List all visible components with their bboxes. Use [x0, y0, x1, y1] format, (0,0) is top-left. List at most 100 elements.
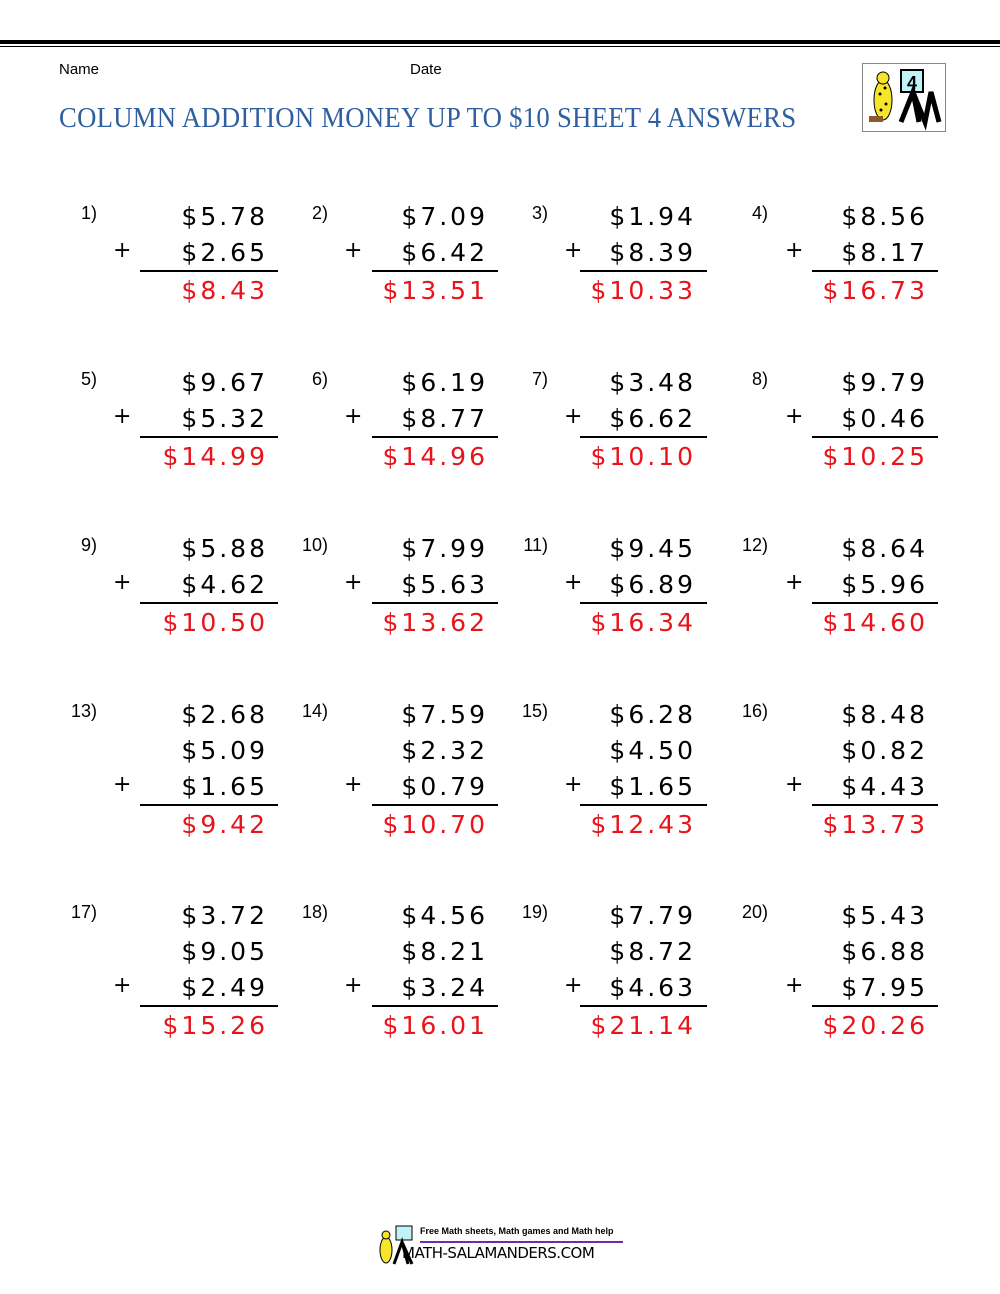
- addend: $9.67: [181, 368, 268, 397]
- answer: $10.50: [162, 608, 268, 637]
- answer-line: [372, 1005, 498, 1007]
- answer: $13.73: [822, 810, 928, 839]
- problem-number: 11): [523, 535, 548, 555]
- addend: $7.95: [841, 973, 928, 1002]
- addend: $0.46: [841, 404, 928, 433]
- addend: $3.72: [181, 901, 268, 930]
- plus-sign: +: [344, 973, 363, 998]
- addend: $0.79: [401, 772, 488, 801]
- plus-sign: +: [344, 772, 363, 797]
- plus-sign: +: [113, 404, 132, 429]
- answer: $10.33: [590, 276, 696, 305]
- answer: $14.96: [382, 442, 488, 471]
- problem-number: 6): [311, 369, 328, 389]
- addend: $6.88: [841, 937, 928, 966]
- answer: $14.60: [822, 608, 928, 637]
- addend: $5.88: [181, 534, 268, 563]
- answer-line: [812, 804, 938, 806]
- answer: $13.62: [382, 608, 488, 637]
- answer-line: [372, 602, 498, 604]
- plus-sign: +: [564, 772, 583, 797]
- answer: $16.73: [822, 276, 928, 305]
- addend: $6.62: [609, 404, 696, 433]
- addend: $0.82: [841, 736, 928, 765]
- addend: $4.63: [609, 973, 696, 1002]
- answer: $9.42: [181, 810, 268, 839]
- answer: $10.70: [382, 810, 488, 839]
- footer-site-link[interactable]: MATH-SALAMANDERS.COM: [402, 1244, 595, 1262]
- addend: $6.28: [609, 700, 696, 729]
- addend: $4.62: [181, 570, 268, 599]
- addend: $4.56: [401, 901, 488, 930]
- addend: $6.89: [609, 570, 696, 599]
- problem-number: 5): [80, 369, 97, 389]
- addend: $8.56: [841, 202, 928, 231]
- problem-number: 14): [301, 701, 328, 721]
- answer: $10.10: [590, 442, 696, 471]
- answer-line: [812, 602, 938, 604]
- addend: $9.79: [841, 368, 928, 397]
- addend: $2.68: [181, 700, 268, 729]
- problem-number: 15): [521, 701, 548, 721]
- answer-line: [140, 804, 278, 806]
- answer-line: [140, 436, 278, 438]
- addend: $6.42: [401, 238, 488, 267]
- answer: $13.51: [382, 276, 488, 305]
- addend: $7.09: [401, 202, 488, 231]
- footer-divider: [420, 1241, 623, 1243]
- answer-line: [812, 436, 938, 438]
- plus-sign: +: [564, 404, 583, 429]
- problem-number: 4): [751, 203, 768, 223]
- addend: $5.09: [181, 736, 268, 765]
- answer-line: [580, 602, 707, 604]
- addend: $2.32: [401, 736, 488, 765]
- footer-tagline: Free Math sheets, Math games and Math he…: [420, 1226, 614, 1236]
- addend: $4.43: [841, 772, 928, 801]
- date-label: Date: [410, 61, 442, 78]
- problem-number: 3): [531, 203, 548, 223]
- plus-sign: +: [113, 772, 132, 797]
- addend: $3.24: [401, 973, 488, 1002]
- plus-sign: +: [785, 772, 804, 797]
- addend: $5.78: [181, 202, 268, 231]
- addend: $8.39: [609, 238, 696, 267]
- plus-sign: +: [344, 404, 363, 429]
- answer-line: [580, 270, 707, 272]
- addend: $9.45: [609, 534, 696, 563]
- addend: $8.72: [609, 937, 696, 966]
- addend: $2.49: [181, 973, 268, 1002]
- addend: $5.32: [181, 404, 268, 433]
- answer: $16.01: [382, 1011, 488, 1040]
- addend: $5.96: [841, 570, 928, 599]
- answer: $8.43: [181, 276, 268, 305]
- plus-sign: +: [785, 238, 804, 263]
- problem-number: 12): [741, 535, 768, 555]
- addend: $8.48: [841, 700, 928, 729]
- addend: $7.59: [401, 700, 488, 729]
- problem-number: 10): [301, 535, 328, 555]
- addend: $4.50: [609, 736, 696, 765]
- problem-number: 7): [531, 369, 548, 389]
- answer: $15.26: [162, 1011, 268, 1040]
- answer-line: [812, 270, 938, 272]
- plus-sign: +: [564, 238, 583, 263]
- answer: $20.26: [822, 1011, 928, 1040]
- answer-line: [372, 436, 498, 438]
- addend: $9.05: [181, 937, 268, 966]
- addend: $8.17: [841, 238, 928, 267]
- addend: $5.63: [401, 570, 488, 599]
- answer-line: [372, 270, 498, 272]
- addend: $8.64: [841, 534, 928, 563]
- answer: $14.99: [162, 442, 268, 471]
- problem-number: 18): [301, 902, 328, 922]
- addend: $1.65: [609, 772, 696, 801]
- plus-sign: +: [564, 570, 583, 595]
- plus-sign: +: [344, 570, 363, 595]
- problem-number: 17): [70, 902, 97, 922]
- addend: $6.19: [401, 368, 488, 397]
- addend: $8.77: [401, 404, 488, 433]
- plus-sign: +: [344, 238, 363, 263]
- plus-sign: +: [113, 238, 132, 263]
- addend: $1.65: [181, 772, 268, 801]
